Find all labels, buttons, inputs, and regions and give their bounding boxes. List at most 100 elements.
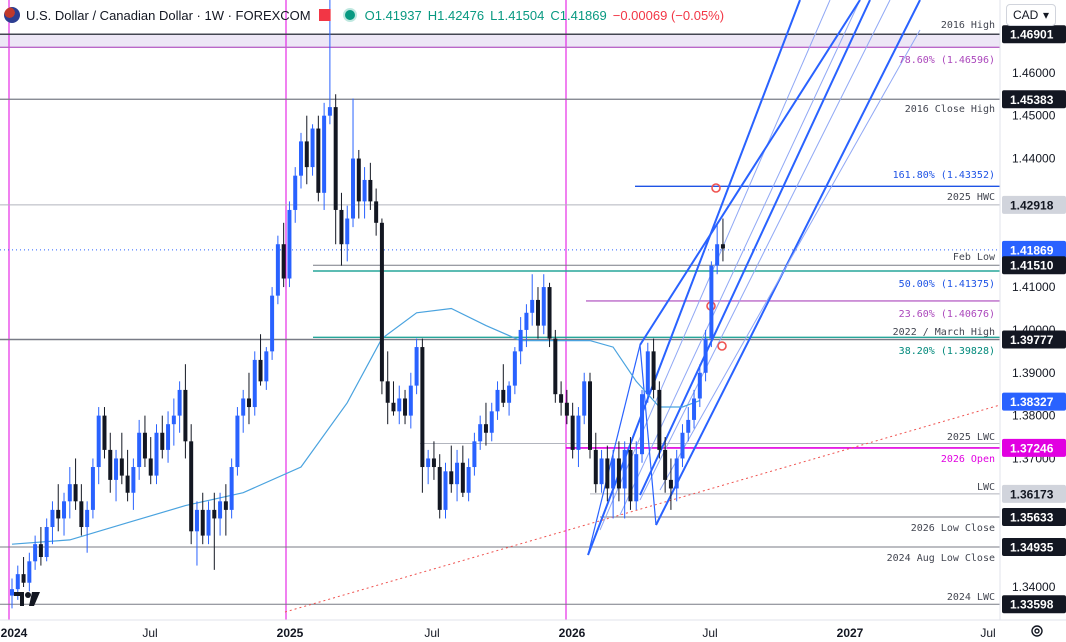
candle-body bbox=[680, 432, 685, 459]
x-tick-label: Jul bbox=[980, 626, 995, 640]
fib-level-label: 50.00% (1.41375) bbox=[899, 279, 995, 290]
candle-body bbox=[33, 544, 38, 562]
price-label-bg bbox=[1002, 595, 1066, 614]
candle bbox=[102, 407, 107, 459]
candle bbox=[605, 445, 610, 502]
level-label: 2016 Close High bbox=[905, 104, 995, 115]
price-axis[interactable]: 1.340001.370001.380001.390001.400001.410… bbox=[999, 0, 1066, 620]
price-label-bg bbox=[1002, 537, 1066, 556]
candle-body bbox=[547, 287, 552, 339]
candle bbox=[148, 437, 153, 485]
candle-body bbox=[588, 381, 592, 450]
candle-body bbox=[229, 467, 234, 510]
candle bbox=[449, 445, 454, 493]
candle-body bbox=[570, 415, 575, 450]
candle-body bbox=[241, 398, 246, 416]
candle bbox=[281, 222, 286, 288]
candle-body bbox=[356, 158, 361, 202]
candle bbox=[223, 484, 228, 536]
candle-body bbox=[379, 222, 384, 382]
candle bbox=[96, 407, 101, 485]
candle bbox=[495, 381, 500, 420]
candle bbox=[264, 347, 269, 390]
candle-body bbox=[38, 544, 43, 558]
price-label-bg bbox=[1002, 508, 1066, 527]
candle bbox=[287, 201, 292, 288]
price-label-text: 1.37246 bbox=[1010, 441, 1054, 455]
price-label-bg bbox=[1002, 240, 1066, 259]
candle bbox=[304, 115, 309, 185]
candle-body bbox=[385, 381, 390, 403]
candle bbox=[518, 317, 523, 365]
candle bbox=[241, 389, 246, 433]
candle bbox=[408, 372, 413, 429]
candle-body bbox=[44, 527, 49, 558]
candle-body bbox=[281, 244, 286, 279]
level-label: 2025 LWC bbox=[947, 432, 995, 443]
candle bbox=[171, 398, 176, 446]
candle bbox=[252, 351, 257, 416]
candle-body bbox=[686, 419, 691, 433]
price-label: 1.33598 bbox=[1002, 595, 1066, 614]
candle-body bbox=[142, 432, 147, 459]
candle bbox=[512, 347, 517, 395]
fib-level-label: 23.60% (1.40676) bbox=[899, 309, 995, 320]
candle bbox=[356, 149, 361, 219]
candle-body bbox=[10, 589, 14, 596]
y-tick-label: 1.34000 bbox=[1012, 580, 1056, 594]
background-layer bbox=[0, 0, 1000, 620]
candle-body bbox=[663, 449, 668, 480]
candle bbox=[541, 274, 546, 335]
currency-selector[interactable]: CAD ▾ bbox=[1006, 4, 1056, 26]
y-tick-label: 1.39000 bbox=[1012, 366, 1056, 380]
candle bbox=[10, 578, 14, 609]
price-label-bg bbox=[1002, 90, 1066, 109]
price-label-text: 1.41869 bbox=[1010, 243, 1054, 257]
candle-body bbox=[512, 351, 517, 386]
candle-body bbox=[703, 338, 708, 373]
candle bbox=[368, 162, 373, 210]
x-tick-label: 2026 bbox=[559, 626, 586, 640]
alert-flag-icon[interactable] bbox=[318, 9, 331, 21]
candle bbox=[142, 415, 147, 468]
ohlc-change: −0.00069 (−0.05%) bbox=[612, 7, 725, 23]
price-label-text: 1.42918 bbox=[1010, 198, 1054, 212]
candle-body bbox=[166, 424, 171, 450]
candle bbox=[333, 94, 338, 245]
price-label-text: 1.33598 bbox=[1010, 598, 1054, 612]
pitchfork-median-line bbox=[599, 0, 831, 531]
candle bbox=[582, 372, 587, 425]
candle bbox=[420, 338, 425, 493]
price-label-text: 1.46901 bbox=[1010, 28, 1054, 42]
y-tick-label: 1.41000 bbox=[1012, 280, 1056, 294]
price-label: 1.42918 bbox=[1002, 195, 1066, 214]
candle-body bbox=[345, 218, 350, 245]
candle bbox=[634, 441, 639, 510]
candle bbox=[547, 282, 552, 348]
time-axis[interactable]: 2024 Jul 2025 Jul 2026 Jul 2027 Jul bbox=[0, 619, 1066, 642]
candle-body bbox=[709, 265, 714, 339]
candle bbox=[114, 449, 119, 502]
candle bbox=[397, 385, 402, 425]
candle bbox=[229, 458, 234, 519]
candle-body bbox=[657, 389, 662, 450]
x-tick-label: Jul bbox=[142, 626, 157, 640]
candle-body bbox=[368, 179, 373, 202]
candle bbox=[385, 351, 390, 425]
symbol-title[interactable]: U.S. Dollar / Canadian Dollar · 1W · FOR… bbox=[26, 7, 311, 23]
candle-body bbox=[96, 415, 101, 468]
candle bbox=[530, 274, 535, 326]
ohlc-open: O1.41937 bbox=[364, 7, 422, 23]
candle bbox=[391, 381, 396, 416]
price-label-text: 1.36173 bbox=[1010, 487, 1054, 501]
candle-body bbox=[310, 128, 315, 168]
level-labels: 2016 High 2016 Close High 2025 HWC Feb Low 2… bbox=[887, 20, 996, 603]
candle-body bbox=[252, 359, 257, 408]
candle bbox=[160, 415, 165, 459]
candle bbox=[189, 424, 194, 545]
candle bbox=[489, 402, 494, 442]
candle-body bbox=[200, 509, 205, 536]
pitchfork-rail bbox=[655, 0, 921, 526]
gear-icon[interactable] bbox=[1030, 624, 1044, 638]
